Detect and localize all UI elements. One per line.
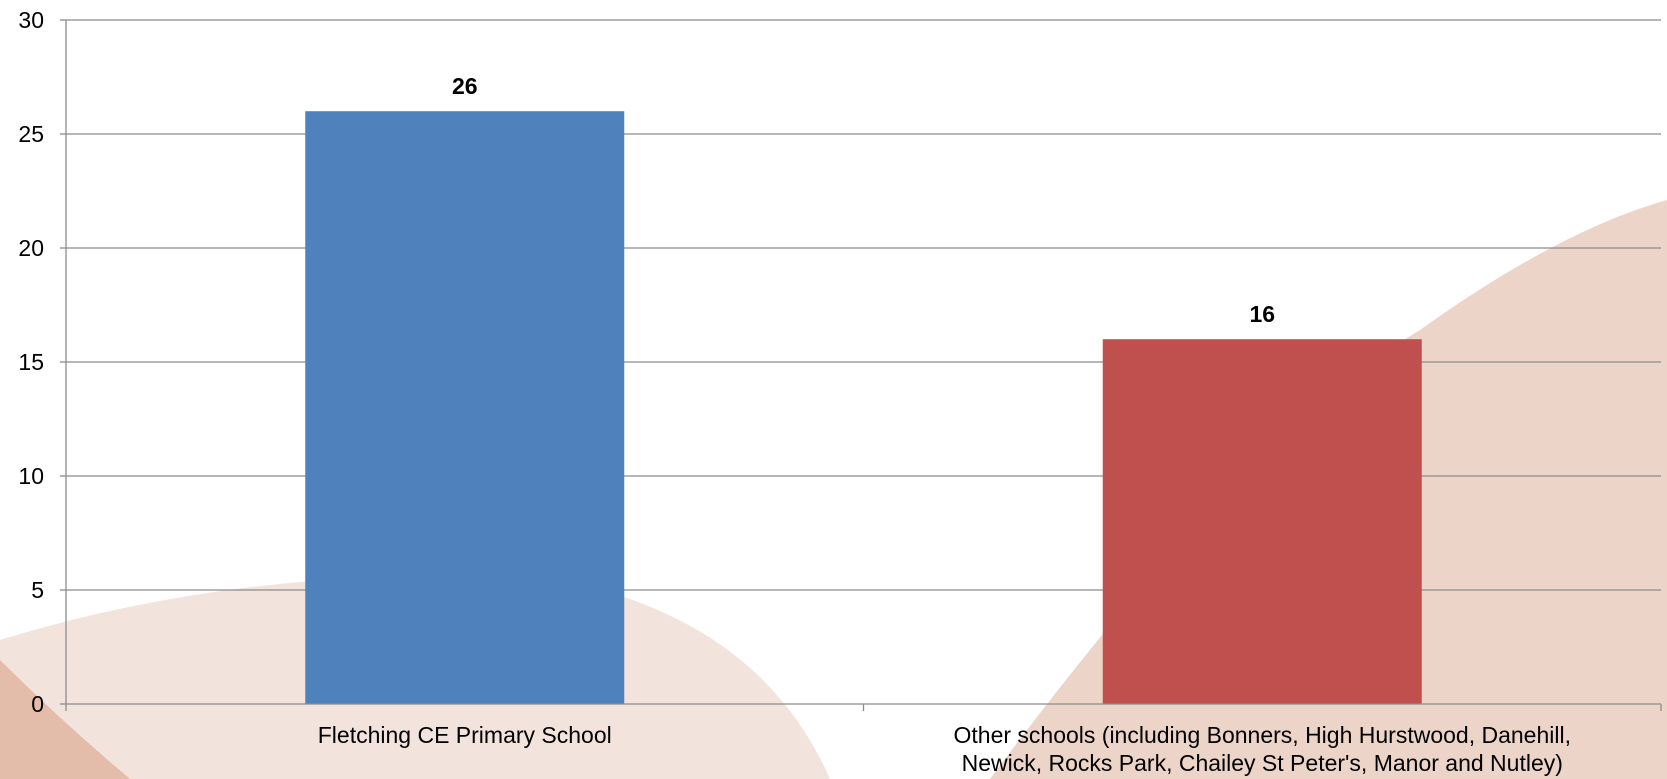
y-axis-tick-labels: 0 5 10 15 20 25 30 — [18, 7, 44, 717]
x-axis-category-labels: Fletching CE Primary School Other schools… — [318, 722, 1571, 776]
y-tick-label: 25 — [18, 121, 44, 147]
x-category-label: Newick, Rocks Park, Chailey St Peter's, … — [962, 750, 1563, 776]
bar — [1102, 339, 1422, 704]
y-tick-label: 30 — [18, 7, 44, 33]
y-tick-label: 15 — [18, 349, 44, 375]
x-category-label: Other schools (including Bonners, High H… — [954, 722, 1571, 748]
bars — [305, 111, 1422, 704]
bar — [305, 111, 625, 704]
y-tick-label: 5 — [31, 577, 44, 603]
y-tick-label: 10 — [18, 463, 44, 489]
data-labels: 26 16 — [452, 73, 1275, 327]
x-category-label: Fletching CE Primary School — [318, 722, 612, 748]
axes — [60, 19, 1662, 711]
data-label: 26 — [452, 73, 478, 99]
y-tick-label: 0 — [31, 691, 44, 717]
decor-shape-corner — [0, 660, 130, 779]
y-tick-label: 20 — [18, 235, 44, 261]
data-label: 16 — [1249, 301, 1275, 327]
